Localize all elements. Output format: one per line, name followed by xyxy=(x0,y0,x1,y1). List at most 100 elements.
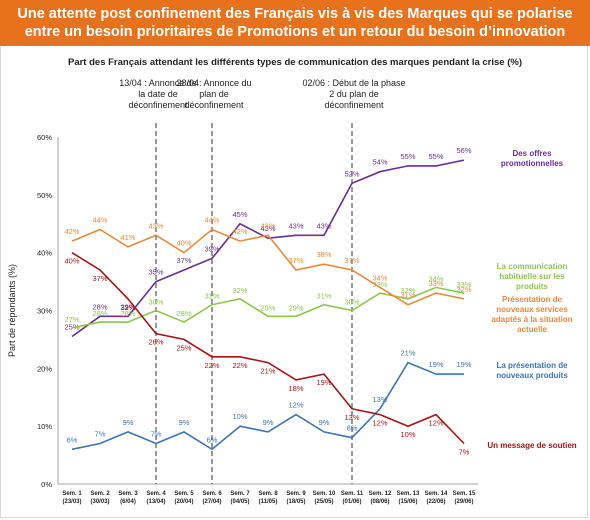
data-label: 43% xyxy=(148,221,163,230)
legend-entry: produits xyxy=(516,282,549,291)
data-label: 34% xyxy=(428,274,443,283)
data-label: 18% xyxy=(288,384,303,393)
data-label: 32% xyxy=(232,286,247,295)
data-label: 13% xyxy=(372,395,387,404)
data-label: 29% xyxy=(260,303,275,312)
data-label: 54% xyxy=(372,158,387,167)
data-label: 40% xyxy=(176,239,191,248)
x-tick-label: Sem. 13 xyxy=(397,491,420,497)
data-label: 45% xyxy=(232,210,247,219)
banner-title-line-2: entre un besoin prioritaires de Promotio… xyxy=(24,24,566,40)
x-tick-label: (23/03) xyxy=(62,499,81,505)
series-line xyxy=(71,286,465,329)
x-tick-label: (13/04) xyxy=(146,499,165,505)
data-label: 56% xyxy=(456,146,471,155)
data-label: 43% xyxy=(316,221,331,230)
data-label: 40% xyxy=(64,257,79,266)
x-tick-label: (18/05) xyxy=(286,499,305,505)
data-label: 27% xyxy=(64,315,79,324)
event-annotation: déconfinement xyxy=(324,100,384,110)
legend-entry: promotionnelles xyxy=(501,159,564,168)
y-axis-label: Part de répondants (%) xyxy=(7,264,17,357)
data-label: 44% xyxy=(204,216,219,225)
x-tick-label: Sem. 7 xyxy=(230,491,250,497)
data-label: 28% xyxy=(92,302,107,311)
data-label: 12% xyxy=(288,401,303,410)
data-label: 6% xyxy=(207,435,218,444)
x-tick-label: (04/05) xyxy=(230,499,249,505)
y-tick-label: 30% xyxy=(37,307,52,316)
data-label: 28% xyxy=(92,309,107,318)
event-annotation: 13/04 : Annonce de xyxy=(119,78,197,88)
event-annotation: 28/04: Annonce du xyxy=(176,78,251,88)
data-label: 29% xyxy=(120,302,135,311)
data-label: 33% xyxy=(456,280,471,289)
y-tick-label: 0% xyxy=(41,480,52,489)
legend-entry: nouveaux produits xyxy=(496,371,568,380)
data-label: 42% xyxy=(232,227,247,236)
data-label: 32% xyxy=(456,285,471,294)
data-label: 43% xyxy=(260,224,275,233)
data-label: 9% xyxy=(123,418,134,427)
data-label: 34% xyxy=(372,273,387,282)
data-label: 25% xyxy=(176,343,191,352)
legend-entry: Un message de soutien xyxy=(487,441,576,450)
x-tick-label: Sem. 15 xyxy=(453,491,476,497)
data-label: 37% xyxy=(176,256,191,265)
x-tick-label: Sem. 8 xyxy=(258,491,278,497)
data-label: 41% xyxy=(120,233,135,242)
legend-entry: Des offres xyxy=(512,149,552,158)
series-line xyxy=(71,361,464,451)
x-tick-label: (30/03) xyxy=(90,499,109,505)
x-tick-label: Sem. 5 xyxy=(174,491,194,497)
x-tick-label: Sem. 14 xyxy=(425,491,448,497)
data-label: 30% xyxy=(148,298,163,307)
data-label: 8% xyxy=(347,424,358,433)
legend-entry: Présentation de xyxy=(502,295,563,304)
data-label: 7% xyxy=(151,430,162,439)
x-tick-label: Sem. 12 xyxy=(369,491,392,497)
data-label: 38% xyxy=(316,250,331,259)
x-tick-label: (27/04) xyxy=(202,499,221,505)
data-label: 55% xyxy=(428,152,443,161)
data-label: 43% xyxy=(260,221,275,230)
x-tick-label: (08/06) xyxy=(370,499,389,505)
data-label: 6% xyxy=(67,435,78,444)
x-tick-label: (11/05) xyxy=(259,499,278,505)
x-tick-label: Sem. 1 xyxy=(62,491,82,497)
data-label: 33% xyxy=(428,279,443,288)
data-label: 9% xyxy=(263,418,274,427)
event-annotation: 2 du plan de xyxy=(329,89,379,99)
x-tick-label: (6/04) xyxy=(120,499,136,505)
data-label: 31% xyxy=(204,292,219,301)
series-line xyxy=(71,228,465,306)
legend-entry: adaptés à la situation xyxy=(491,315,572,324)
y-tick-label: 40% xyxy=(37,249,52,258)
legend-entry: habituelle sur les xyxy=(499,272,565,281)
x-tick-label: (01/06) xyxy=(342,499,361,505)
data-label: 19% xyxy=(428,360,443,369)
event-annotation: plan de xyxy=(199,89,229,99)
data-label: 26% xyxy=(148,338,163,347)
data-label: 55% xyxy=(400,152,415,161)
legend-entry: La présentation de xyxy=(496,361,568,370)
chart-subtitle: Part des Français attendant les différen… xyxy=(67,57,523,68)
series-line xyxy=(71,252,465,445)
x-tick-label: Sem. 4 xyxy=(146,491,166,497)
title-banner: Une attente post confinement des Françai… xyxy=(0,0,590,46)
data-label: 37% xyxy=(344,256,359,265)
data-label: 44% xyxy=(92,216,107,225)
data-label: 19% xyxy=(316,378,331,387)
data-label: 10% xyxy=(400,430,415,439)
x-tick-label: (29/06) xyxy=(454,499,473,505)
event-annotation: 02/06 : Début de la phase xyxy=(302,78,405,88)
event-annotation: déconfinement xyxy=(184,100,244,110)
data-label: 35% xyxy=(148,268,163,277)
data-label: 7% xyxy=(95,430,106,439)
event-annotation: déconfinement xyxy=(128,100,188,110)
x-tick-label: (15/06) xyxy=(398,499,417,505)
data-label: 7% xyxy=(459,448,470,457)
data-label: 28% xyxy=(176,309,191,318)
data-label: 19% xyxy=(456,360,471,369)
data-label: 31% xyxy=(400,291,415,300)
